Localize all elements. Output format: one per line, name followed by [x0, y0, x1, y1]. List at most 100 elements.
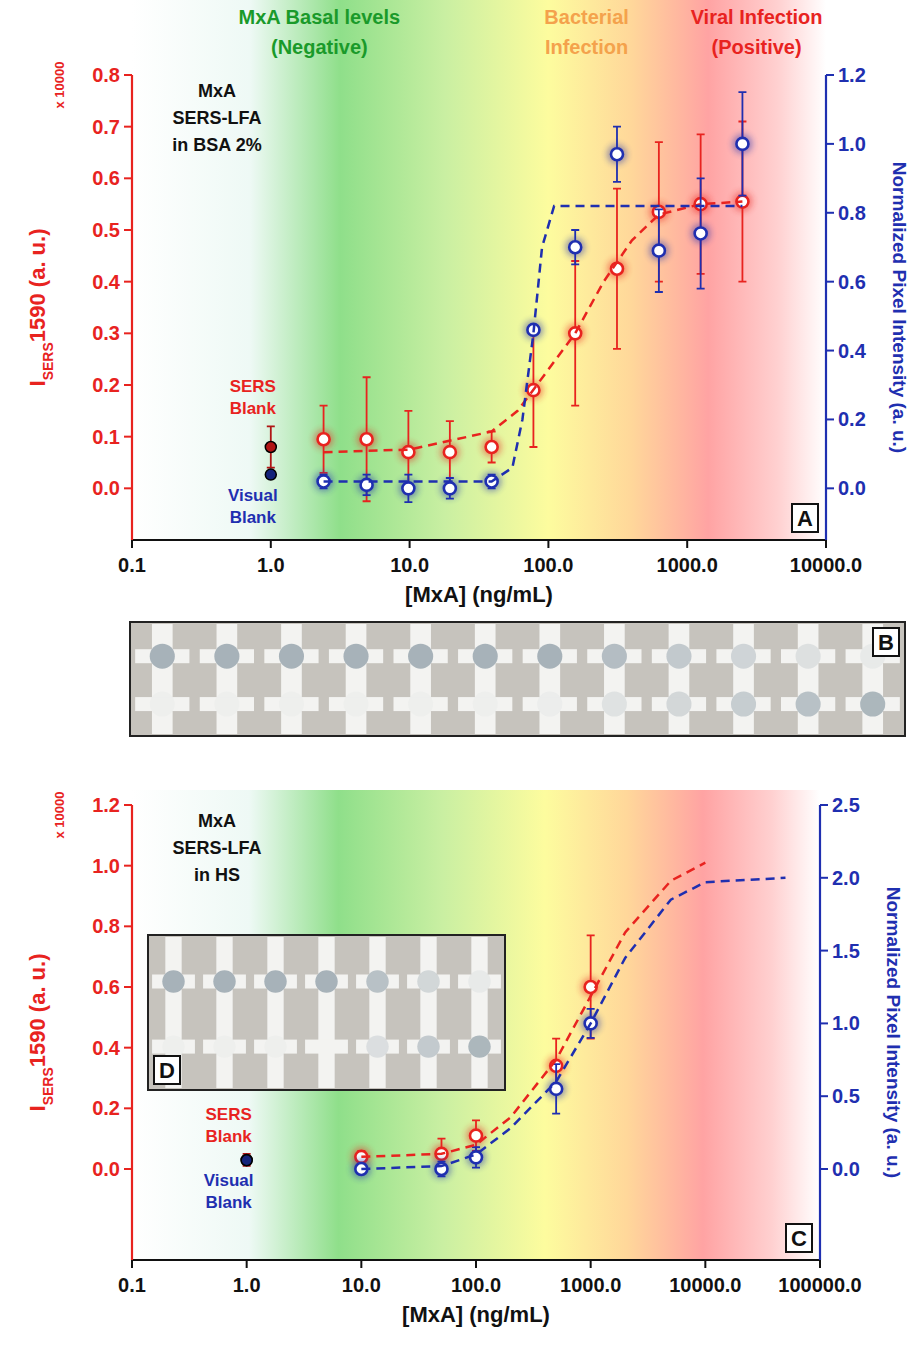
y2-tick: [820, 804, 828, 806]
test-spot: [366, 970, 388, 992]
y-axis-title: ISERS1590 (a. u.): [25, 229, 56, 387]
y2-tick-label: 1.0: [838, 133, 866, 155]
x-tick-label: 0.1: [118, 1274, 146, 1296]
x-tick: [409, 540, 411, 548]
y2-tick-label: 0.2: [838, 408, 866, 430]
y2-tick-label: 0.6: [838, 271, 866, 293]
chart-title: MxA: [198, 81, 236, 101]
y-tick-label: 0.7: [92, 116, 120, 138]
point-glow: [314, 429, 334, 449]
strip: [539, 624, 560, 734]
y2-tick: [826, 74, 834, 76]
y-tick-label: 0.0: [92, 1158, 120, 1180]
y-tick-label: 0.2: [92, 374, 120, 396]
point-glow: [357, 475, 377, 495]
y2-tick-label: 2.5: [832, 794, 860, 816]
y2-tick: [826, 212, 834, 214]
test-spot: [473, 644, 498, 669]
x-tick-label: 1000.0: [657, 554, 718, 576]
point-glow: [732, 134, 752, 154]
x-tick: [270, 540, 272, 548]
x-tick: [819, 1260, 821, 1268]
y-tick-label: 1.0: [92, 855, 120, 877]
y-tick-label: 0.8: [92, 915, 120, 937]
annotation: Visual: [228, 486, 278, 505]
chart-title: in BSA 2%: [172, 135, 261, 155]
test-spot: [279, 644, 304, 669]
point-glow: [607, 144, 627, 164]
y2-tick: [826, 350, 834, 352]
fit-line: [361, 878, 785, 1169]
x-tick-label: 10.0: [342, 1274, 381, 1296]
annotation: Blank: [206, 1193, 253, 1212]
point-glow: [565, 323, 585, 343]
y2-tick: [820, 1022, 828, 1024]
test-spot: [150, 644, 175, 669]
test-spot: [731, 644, 756, 669]
y-tick: [124, 1107, 132, 1109]
y-axis-title-part: 1590 (a. u.): [25, 954, 50, 1068]
y-tick: [124, 229, 132, 231]
chart-title: SERS-LFA: [172, 838, 261, 858]
x-tick-label: 1000.0: [560, 1274, 621, 1296]
x-tick-label: 1.0: [257, 554, 285, 576]
control-spot: [264, 1035, 286, 1057]
panel-letter: D: [159, 1058, 175, 1083]
control-spot: [860, 692, 885, 717]
y-tick: [124, 332, 132, 334]
test-spot: [214, 644, 239, 669]
y2-tick-label: 0.4: [838, 340, 867, 362]
strip: [733, 624, 754, 734]
y2-tick-label: 1.5: [832, 940, 860, 962]
x-tick: [475, 1260, 477, 1268]
x-tick: [246, 1260, 248, 1268]
point-glow: [357, 429, 377, 449]
data-point: [550, 1083, 562, 1095]
control-spot: [366, 1035, 388, 1057]
y2-tick: [820, 1095, 828, 1097]
annotation: Blank: [206, 1127, 253, 1146]
y2-axis-title: Normalized Pixel Intensity (a. u.): [883, 887, 904, 1178]
y-tick: [124, 384, 132, 386]
control-spot: [537, 692, 562, 717]
strip: [471, 937, 487, 1088]
blank-point: [265, 442, 276, 453]
strip: [669, 624, 690, 734]
point-glow: [440, 442, 460, 462]
zone-label: MxA Basal levels: [239, 6, 401, 28]
y-tick: [124, 1168, 132, 1170]
y-tick: [124, 925, 132, 927]
strip: [410, 624, 431, 734]
blank-point: [265, 469, 276, 480]
y2-tick: [826, 281, 834, 283]
data-point: [444, 482, 456, 494]
y-axis: [131, 805, 133, 1260]
x-tick: [360, 1260, 362, 1268]
y-axis-title-part: SERS: [40, 342, 56, 380]
test-spot: [417, 970, 439, 992]
point-glow: [466, 1126, 486, 1146]
panel-box: [873, 628, 899, 656]
control-spot: [408, 692, 433, 717]
data-point: [402, 446, 414, 458]
y-tick-label: 0.4: [92, 1037, 121, 1059]
y-tick-label: 1.2: [92, 794, 120, 816]
test-spot: [213, 970, 235, 992]
x-tick: [547, 540, 549, 548]
panel-box: [792, 504, 818, 532]
x-tick-label: 10000.0: [790, 554, 862, 576]
x-tick-label: 100.0: [523, 554, 573, 576]
x-tick-label: 0.1: [118, 554, 146, 576]
test-spot: [264, 970, 286, 992]
point-glow: [565, 237, 585, 257]
chart: MxASERS-LFAin HS0.11.010.0100.01000.0100…: [25, 790, 904, 1327]
annotation: Blank: [230, 508, 277, 527]
zone-label: (Positive): [712, 36, 802, 58]
data-point: [611, 148, 623, 160]
photo: B: [130, 622, 905, 736]
photo-frame: [130, 622, 905, 736]
data-point: [695, 227, 707, 239]
point-glow: [398, 442, 418, 462]
control-spot: [213, 1035, 235, 1057]
zone-label: Infection: [545, 36, 628, 58]
